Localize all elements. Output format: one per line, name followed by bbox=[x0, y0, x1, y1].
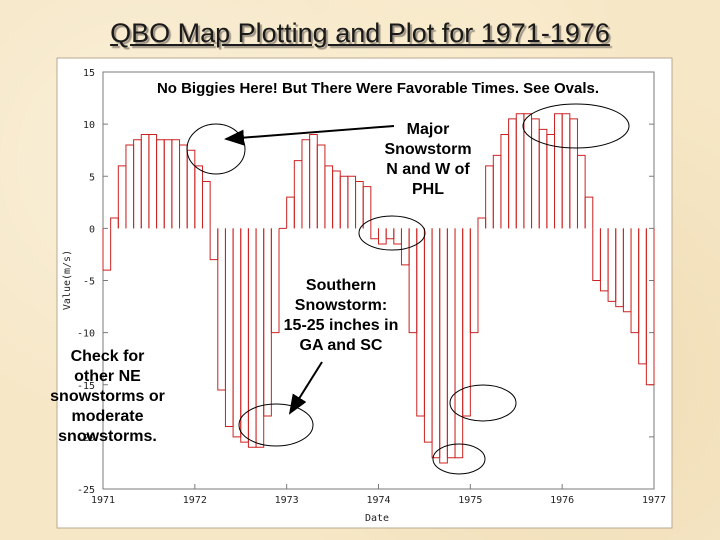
bar-month bbox=[201, 180, 211, 229]
major-line-1: Major bbox=[406, 121, 450, 138]
oval-1974-winter bbox=[358, 215, 426, 251]
bar-month bbox=[362, 186, 372, 229]
y-tick-label: 5 bbox=[89, 172, 95, 183]
southern-line-1: Southern bbox=[305, 277, 377, 294]
x-axis-label: Date bbox=[365, 513, 389, 524]
bar-month bbox=[645, 228, 655, 386]
check-line-2: other NE bbox=[74, 368, 141, 385]
x-tick-label: 1971 bbox=[91, 495, 115, 506]
check-line-4: moderate bbox=[71, 408, 144, 425]
check-line-5: snowstorms. bbox=[58, 428, 157, 445]
bar-group bbox=[102, 113, 655, 464]
southern-line-4: GA and SC bbox=[299, 337, 383, 354]
bar-month bbox=[469, 228, 479, 334]
x-tick-label: 1976 bbox=[550, 495, 574, 506]
x-tick-label: 1972 bbox=[183, 495, 207, 506]
check-line-3: snowstorms or bbox=[50, 388, 165, 405]
x-tick-label: 1974 bbox=[366, 495, 390, 506]
x-tick-label: 1975 bbox=[458, 495, 482, 506]
y-tick-label: 15 bbox=[83, 68, 95, 79]
y-axis: 15 10 5 0 -5 -10 -15 -20 -25 bbox=[77, 68, 654, 496]
major-line-3: N and W of bbox=[386, 161, 470, 178]
major-arrow bbox=[224, 125, 395, 146]
bar-month bbox=[576, 154, 586, 229]
oval-1974-late bbox=[432, 443, 486, 475]
southern-snowstorm-note: Southern Snowstorm: 15-25 inches in GA a… bbox=[270, 276, 412, 356]
y-axis-label: Value(m/s) bbox=[62, 250, 73, 310]
major-line-2: Snowstorm bbox=[384, 141, 472, 158]
southern-line-2: Snowstorm: bbox=[294, 297, 388, 314]
y-tick-label: -10 bbox=[77, 329, 95, 340]
bar-month bbox=[584, 196, 594, 229]
major-snowstorm-note: Major Snowstorm N and W of PHL bbox=[368, 120, 488, 200]
y-tick-label: 0 bbox=[89, 224, 95, 235]
check-line-1: Check for bbox=[70, 348, 145, 365]
southern-line-3: 15-25 inches in bbox=[283, 317, 399, 334]
slide-title: QBO Map Plotting and Plot for 1971-1976 bbox=[110, 18, 610, 48]
y-tick-label: -20 bbox=[77, 433, 95, 444]
check-note: Check for other NE snowstorms or moderat… bbox=[30, 347, 185, 447]
oval-1971-winter bbox=[186, 123, 246, 175]
x-tick-label: 1973 bbox=[275, 495, 299, 506]
oval-1976-winter bbox=[522, 103, 630, 149]
major-line-4: PHL bbox=[412, 181, 444, 198]
top-note: No Biggies Here! But There Were Favorabl… bbox=[157, 80, 599, 97]
x-tick-label: 1977 bbox=[642, 495, 666, 506]
southern-arrow bbox=[288, 361, 323, 415]
oval-1975-winter bbox=[449, 384, 517, 422]
oval-1973-winter bbox=[238, 403, 314, 447]
x-axis: 1971 1972 1973 1974 1975 1976 1977 bbox=[91, 484, 666, 506]
bar-month bbox=[102, 228, 112, 271]
y-tick-label: 10 bbox=[83, 120, 95, 131]
y-tick-label: -15 bbox=[77, 381, 95, 392]
y-tick-label: -5 bbox=[83, 277, 95, 288]
bar-month bbox=[270, 228, 280, 334]
y-tick-label: -25 bbox=[77, 485, 95, 496]
